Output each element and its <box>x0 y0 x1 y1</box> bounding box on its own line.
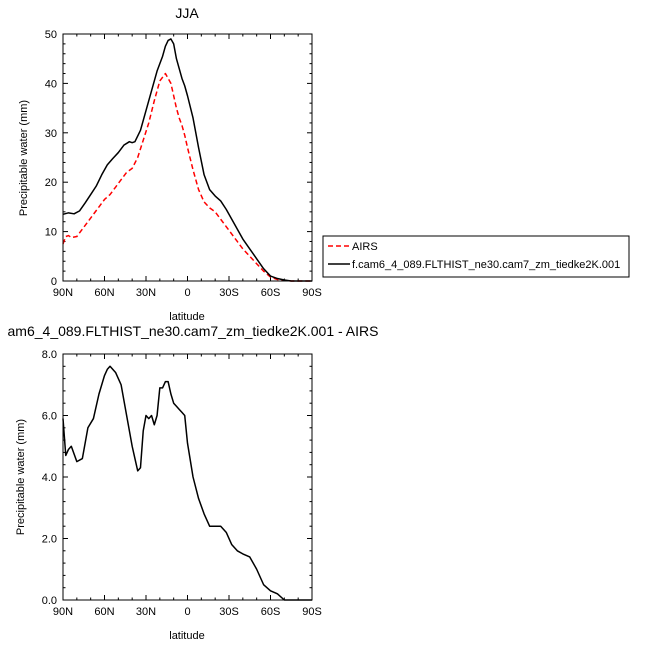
top-series-line-fcam64089flthistne30cam7zmtiedke2k001 <box>62 38 312 282</box>
top-y-tick-label: 0 <box>51 276 57 288</box>
bottom-series-lines <box>62 365 312 601</box>
bottom-x-tick-label: 90N <box>53 606 73 618</box>
bottom-panel: am6_4_089.FLTHIST_ne30.cam7_zm_tiedke2K.… <box>8 323 379 642</box>
bottom-series-line-0 <box>62 365 312 601</box>
top-y-tick-label: 40 <box>45 78 57 90</box>
bottom-y-tick-label: 2.0 <box>42 534 57 546</box>
top-panel: JJA Precipitable water (mm) latitude 90N… <box>18 5 322 323</box>
top-x-tick-label: 0 <box>184 287 190 299</box>
legend: AIRS f.cam6_4_089.FLTHIST_ne30.cam7_zm_t… <box>322 235 630 278</box>
legend-box <box>322 235 630 278</box>
top-x-tick-label: 60S <box>261 287 281 299</box>
legend-label-model: f.cam6_4_089.FLTHIST_ne30.cam7_zm_tiedke… <box>352 259 620 271</box>
bottom-x-tick-label: 30N <box>136 606 156 618</box>
bottom-x-axis-label: latitude <box>169 630 204 642</box>
top-y-tick-label: 30 <box>45 128 57 140</box>
top-y-tick-label: 50 <box>45 29 57 41</box>
top-chart-title: JJA <box>175 5 199 21</box>
top-x-tick-label: 90N <box>53 287 73 299</box>
bottom-x-tick-label: 30S <box>219 606 239 618</box>
top-x-tick-label: 90S <box>302 287 322 299</box>
top-y-tick-label: 10 <box>45 227 57 239</box>
bottom-y-axis-label: Precipitable water (mm) <box>15 419 27 535</box>
bottom-y-tick-label: 0.0 <box>42 595 57 607</box>
top-y-axis-label: Precipitable water (mm) <box>18 100 30 216</box>
top-y-tick-label: 20 <box>45 177 57 189</box>
legend-label-airs: AIRS <box>352 241 378 253</box>
bottom-y-tick-label: 8.0 <box>42 349 57 361</box>
top-ticks: 90N 60N 30N 0 30S 60S 90S 0 10 20 30 40 50 <box>45 29 322 299</box>
bottom-y-tick-label: 4.0 <box>42 472 57 484</box>
bottom-ticks: 90N 60N 30N 0 30S 60S 90S 0.0 2.0 4.0 6.0 8.0 <box>42 349 322 618</box>
top-x-axis-label: latitude <box>169 311 204 323</box>
bottom-x-tick-label: 60S <box>261 606 281 618</box>
bottom-plot-frame <box>62 353 313 601</box>
bottom-x-tick-label: 0 <box>184 606 190 618</box>
top-x-tick-label: 30N <box>136 287 156 299</box>
top-x-tick-label: 30S <box>219 287 239 299</box>
bottom-x-tick-label: 60N <box>94 606 114 618</box>
bottom-x-tick-label: 90S <box>302 606 322 618</box>
top-plot-frame <box>62 33 313 282</box>
top-x-tick-label: 60N <box>94 287 114 299</box>
bottom-y-tick-label: 6.0 <box>42 411 57 423</box>
bottom-chart-title: am6_4_089.FLTHIST_ne30.cam7_zm_tiedke2K.… <box>8 323 379 339</box>
top-series-lines <box>62 38 312 282</box>
top-series-line-airs <box>62 72 312 282</box>
